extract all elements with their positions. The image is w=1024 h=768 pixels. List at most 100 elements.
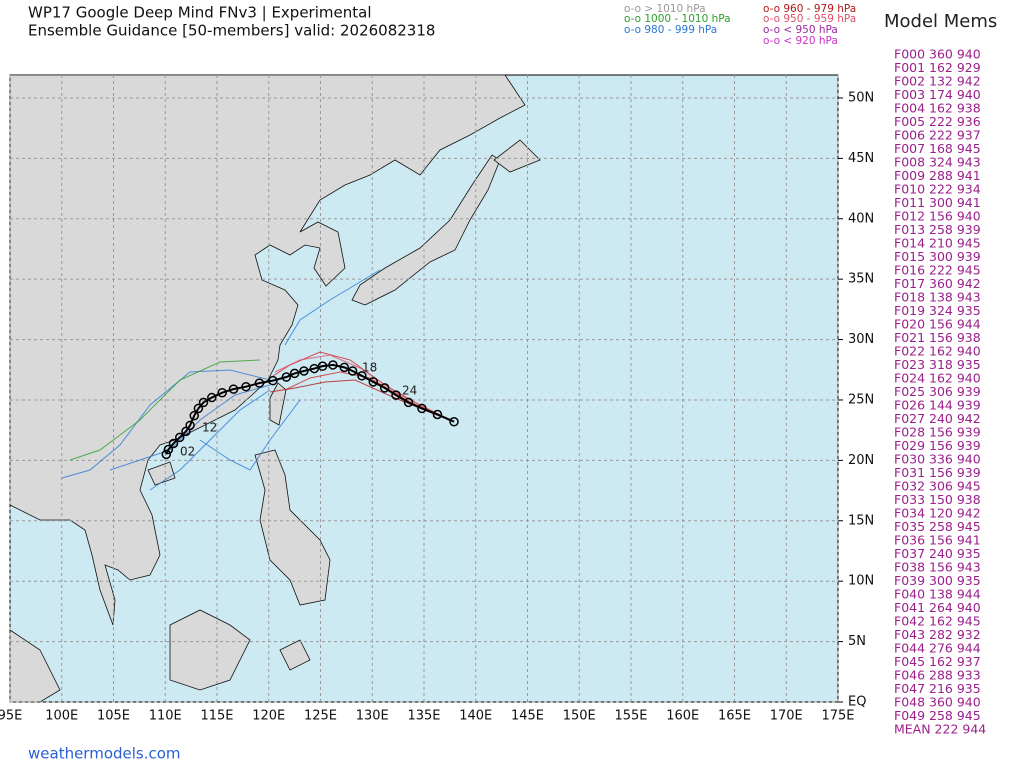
track-point [339, 362, 350, 373]
member-row: F019 324 935 [894, 303, 981, 318]
ensemble-track [274, 354, 455, 423]
hainan [147, 461, 176, 486]
japan [351, 154, 501, 306]
member-row: F012 156 940 [894, 209, 981, 224]
track-point [254, 378, 265, 388]
lat-label: 5N [848, 634, 866, 649]
track-point [181, 426, 191, 437]
member-row: F026 144 939 [894, 398, 981, 413]
member-row: F031 156 939 [894, 465, 981, 480]
member-row: F020 156 944 [894, 317, 981, 332]
track-point [228, 384, 239, 394]
member-row: F038 156 943 [894, 560, 981, 575]
footer: weathermodels.com [28, 745, 181, 763]
lat-label: 45N [848, 151, 874, 166]
track-point [163, 444, 174, 455]
track-point [189, 410, 199, 421]
track-point [317, 361, 328, 371]
lon-label: 115E [200, 709, 233, 724]
member-row: F021 156 938 [894, 330, 981, 345]
track-point [417, 403, 427, 414]
lat-label: 30N [848, 332, 874, 347]
lon-label: 165E [718, 709, 751, 724]
member-row: F036 156 941 [894, 533, 981, 548]
track-point [357, 371, 367, 381]
track-point [391, 390, 401, 400]
track-point [268, 375, 278, 386]
lon-label: 130E [356, 709, 389, 724]
member-row: F022 162 940 [894, 344, 981, 359]
ensemble-track [69, 359, 261, 461]
member-row: F039 300 935 [894, 573, 981, 588]
track-label: 18 [362, 361, 377, 375]
ensemble-track [149, 389, 271, 491]
member-row: F040 138 944 [894, 587, 981, 602]
member-row: F027 240 942 [894, 411, 981, 426]
member-row: F006 222 937 [894, 128, 981, 143]
member-row: F018 138 943 [894, 290, 981, 305]
track-point [299, 366, 309, 376]
track-point [193, 403, 204, 414]
philippines [254, 449, 331, 606]
legend-entry: o-o 960 - 979 hPa [763, 3, 856, 15]
member-row: F004 162 938 [894, 101, 981, 116]
member-row: F043 282 932 [894, 627, 981, 642]
track-label: 24 [402, 384, 417, 398]
track-point [168, 438, 179, 449]
lon-label: 155E [614, 709, 647, 724]
legend-entry: o-o 1000 - 1010 hPa [624, 13, 731, 25]
track-point [379, 383, 390, 393]
track-point [432, 409, 443, 420]
member-row: F002 132 942 [894, 74, 981, 89]
track-label: 12 [202, 421, 217, 435]
member-row: MEAN 222 944 [894, 722, 986, 737]
track-point [174, 432, 185, 443]
members-title: Model Mems [884, 11, 997, 32]
lon-label: 170E [770, 709, 803, 724]
mean-track [161, 360, 459, 460]
sulawesi [279, 639, 311, 671]
track-point [368, 377, 379, 387]
land [9, 74, 541, 703]
member-row: F007 168 945 [894, 141, 981, 156]
grid [9, 75, 839, 703]
member-row: F033 150 938 [894, 492, 981, 507]
lat-label: 10N [848, 574, 874, 589]
lon-label: 95E [0, 709, 22, 724]
member-row: F011 300 941 [894, 195, 981, 210]
member-row: F032 306 945 [894, 479, 981, 494]
lat-label: 25N [848, 392, 874, 407]
member-row: F016 222 945 [894, 263, 981, 278]
track-point [281, 372, 292, 382]
track-point [347, 366, 358, 376]
lon-label: 175E [821, 709, 854, 724]
member-row: F023 318 935 [894, 357, 981, 372]
track-point [449, 416, 459, 427]
member-row: F035 258 945 [894, 519, 981, 534]
lon-label: 125E [304, 709, 337, 724]
lat-label: 20N [848, 453, 874, 468]
title: WP17 Google Deep Mind FNv3 | Experimenta… [28, 4, 371, 22]
member-row: F008 324 943 [894, 155, 981, 170]
lat-label: 15N [848, 513, 874, 528]
lat-label: 40N [848, 211, 874, 226]
member-row: F044 276 944 [894, 641, 981, 656]
member-row: F047 216 935 [894, 681, 981, 696]
track-point [207, 392, 217, 403]
member-row: F003 174 940 [894, 87, 981, 102]
lon-label: 120E [252, 709, 285, 724]
legend-entry: o-o > 1010 hPa [624, 3, 706, 15]
legend-entry: o-o 980 - 999 hPa [624, 24, 717, 36]
member-row: F045 162 937 [894, 654, 981, 669]
track-point [161, 449, 172, 460]
member-row: F014 210 945 [894, 236, 981, 251]
member-row: F017 360 942 [894, 276, 981, 291]
member-row: F034 120 942 [894, 506, 981, 521]
lon-label: 110E [149, 709, 182, 724]
borneo [169, 609, 251, 691]
member-row: F042 162 945 [894, 614, 981, 629]
hokkaido [493, 139, 541, 173]
ensemble-track [284, 269, 381, 346]
